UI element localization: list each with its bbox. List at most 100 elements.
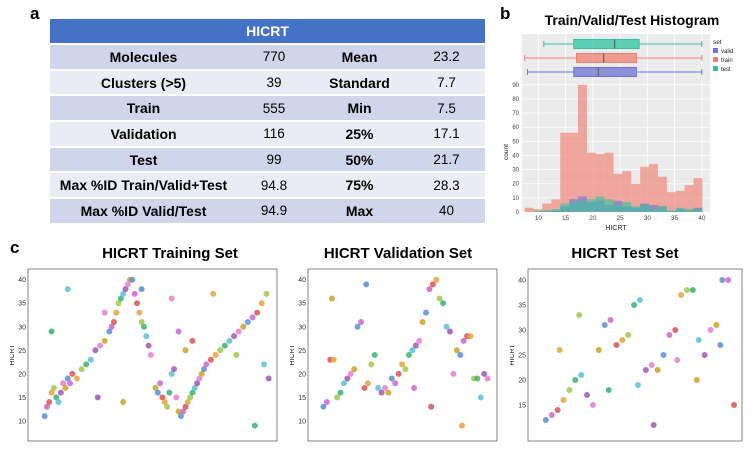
test-point	[695, 337, 702, 343]
legend-title: set	[713, 39, 722, 46]
training-point	[217, 347, 224, 354]
validation-point	[450, 370, 457, 377]
histogram-title: Train/Valid/Test Histogram	[544, 12, 720, 28]
training-point	[189, 337, 196, 344]
y-axis-label: HICRT	[510, 344, 516, 366]
training-point	[124, 281, 131, 288]
y-tick-label: 15	[18, 395, 26, 402]
test-histogram-bar	[666, 210, 676, 212]
y-tick-label: 30	[512, 168, 519, 174]
validation-point	[443, 323, 450, 330]
training-point	[106, 328, 113, 335]
training-point	[143, 333, 150, 340]
training-point	[101, 337, 108, 344]
train-histogram-bar	[640, 166, 650, 212]
stat-value: 21.7	[408, 145, 485, 173]
test-point	[642, 367, 649, 373]
training-point	[97, 342, 104, 349]
train-histogram-bar	[524, 207, 534, 212]
test-point	[674, 357, 681, 363]
training-point	[154, 389, 161, 396]
training-point	[145, 342, 152, 349]
stat-value: 23.2	[408, 43, 485, 70]
y-tick-label: 40	[298, 277, 306, 284]
test-scatter-chart: 15 20 25 30 35 40 HICRT	[510, 268, 743, 442]
validation-point	[364, 380, 371, 387]
train-histogram-bar	[631, 183, 641, 212]
test-point	[631, 302, 638, 308]
test-point	[650, 422, 657, 428]
stat-label: 25%	[311, 120, 408, 147]
training-point	[152, 384, 159, 391]
table-row: Clusters (>5) 39 Standard 7.7	[50, 68, 485, 96]
validation-point	[458, 422, 465, 429]
validation-point	[416, 337, 423, 344]
training-point	[258, 300, 265, 307]
test-point	[560, 397, 567, 403]
test-point	[693, 377, 700, 383]
train-histogram-bar	[675, 190, 685, 212]
y-tick-label: 40	[512, 153, 519, 159]
training-point	[184, 399, 191, 406]
test-point	[713, 322, 720, 328]
y-tick-label: 10	[512, 196, 519, 202]
test-boxplot-box	[573, 39, 640, 49]
train-histogram-bar	[586, 152, 596, 212]
training-point	[203, 361, 210, 368]
validation-point	[423, 309, 430, 316]
training-point	[261, 361, 268, 368]
y-tick-label: 40	[518, 278, 526, 285]
test-histogram-bar	[560, 203, 570, 212]
table-row: Test 99 50% 21.7	[50, 145, 485, 173]
row-label: Validation	[50, 120, 237, 147]
training-point	[175, 328, 182, 335]
test-histogram-bar	[578, 200, 587, 212]
test-point	[731, 402, 738, 408]
training-point	[50, 384, 57, 391]
test-point	[666, 332, 673, 338]
test-point	[607, 317, 614, 323]
validation-point	[481, 370, 488, 377]
table-row: Molecules 770 Mean 23.2	[50, 43, 485, 70]
training-point	[78, 366, 85, 373]
legend-swatch-valid	[713, 48, 718, 53]
table-header: HICRT	[50, 19, 485, 44]
training-point	[57, 389, 64, 396]
training-scatter-chart: 10 15 20 25 30 35 40 HICRT	[10, 268, 278, 442]
training-point	[173, 394, 180, 401]
stat-value: 28.3	[408, 171, 485, 199]
training-point	[231, 333, 238, 340]
training-point	[120, 290, 127, 297]
test-histogram-bar	[613, 204, 623, 212]
y-tick-label: 15	[518, 403, 526, 410]
validation-point	[446, 328, 453, 335]
test-point	[707, 327, 714, 333]
test-point	[625, 332, 632, 338]
row-value: 99	[237, 145, 311, 173]
validation-point	[484, 375, 491, 382]
training-point	[233, 352, 240, 358]
row-label: Max %ID Valid/Test	[50, 197, 237, 223]
validation-point	[392, 380, 399, 387]
training-point	[115, 300, 122, 307]
row-label: Test	[50, 145, 237, 173]
validation-point	[347, 370, 354, 377]
validation-scatter-title: HICRT Validation Set	[323, 245, 473, 262]
y-tick-label: 10	[18, 418, 26, 425]
test-point	[589, 402, 596, 408]
x-tick-label: 10	[535, 215, 543, 222]
validation-point	[361, 384, 368, 391]
x-tick-label: 20	[589, 215, 597, 222]
training-point	[92, 347, 99, 354]
row-value: 94.8	[237, 171, 311, 199]
test-point	[654, 367, 661, 373]
training-point	[67, 380, 74, 387]
train-histogram-bar	[622, 171, 632, 212]
training-point	[180, 408, 187, 415]
stat-label: Min	[311, 94, 408, 122]
test-point	[605, 387, 612, 393]
x-tick-label: 40	[698, 215, 706, 222]
training-point	[140, 323, 147, 330]
test-point	[619, 337, 626, 343]
training-point	[182, 347, 189, 354]
